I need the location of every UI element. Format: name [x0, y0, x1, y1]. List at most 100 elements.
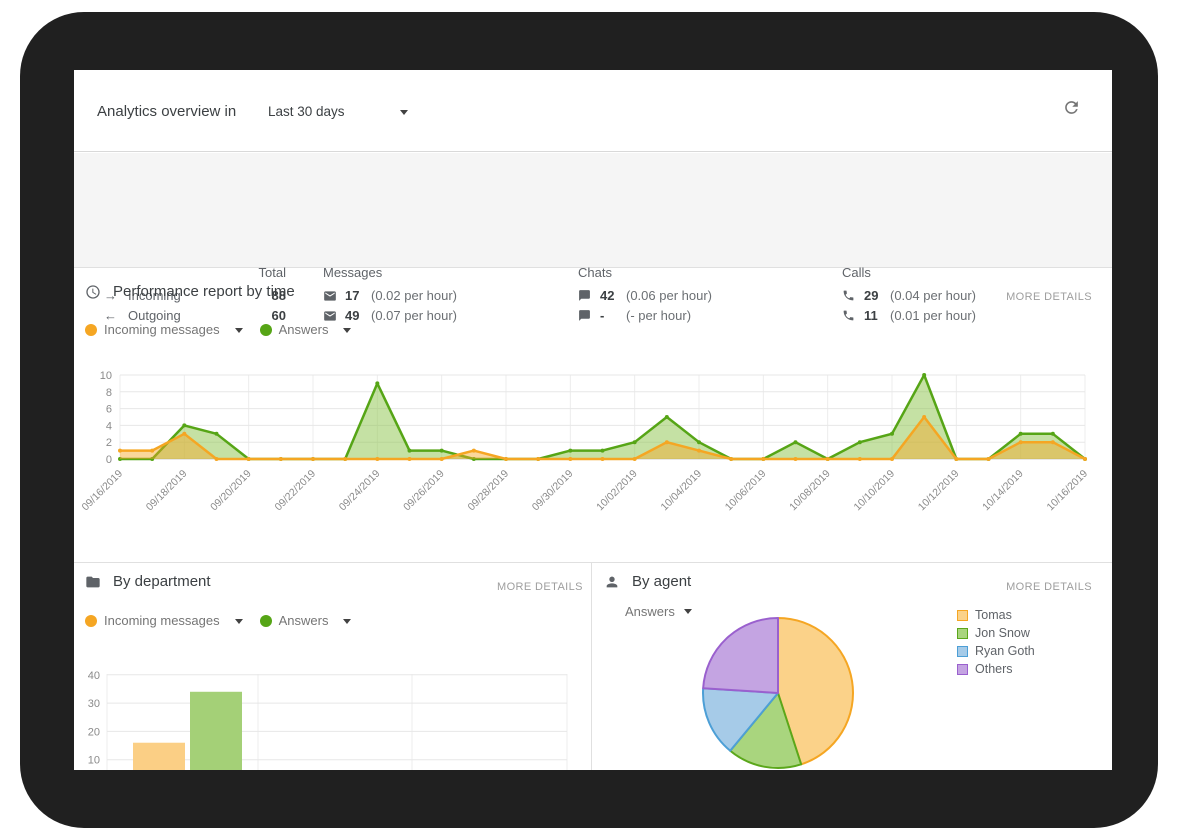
performance-more-details-link[interactable]: MORE DETAILS: [1006, 291, 1092, 303]
refresh-icon: [1065, 101, 1078, 114]
phone-icon: [842, 309, 856, 323]
tomas-swatch: [957, 609, 968, 621]
section-title-department: By department: [113, 573, 211, 590]
department-section-header: By department: [85, 573, 211, 590]
total-value: 60: [271, 308, 286, 323]
total-value: 88: [271, 288, 286, 303]
messages-rate: (0.07 per hour): [371, 308, 457, 323]
legend-label: Tomas: [975, 608, 1012, 622]
svg-text:09/16/2019: 09/16/2019: [79, 468, 125, 514]
svg-text:10/06/2019: 10/06/2019: [723, 468, 769, 514]
chats-rate: (- per hour): [626, 308, 692, 323]
svg-text:10: 10: [100, 370, 112, 382]
calls-value: 11: [864, 308, 878, 323]
app-header: Analytics overview in Last 30 days: [74, 70, 1112, 152]
calls-rate: (0.01 per hour): [890, 308, 976, 323]
chat-bubble-icon: [578, 289, 592, 303]
legend-label: Others: [975, 662, 1013, 676]
analytics-window: Analytics overview in Last 30 days Total…: [74, 70, 1112, 770]
phone-icon: [842, 289, 856, 303]
answers-series-dropdown[interactable]: [343, 328, 352, 333]
person-icon: [604, 574, 620, 590]
svg-text:8: 8: [106, 387, 112, 399]
legend-label: Ryan Goth: [975, 644, 1035, 658]
legend-item-others: Others: [957, 660, 1035, 678]
chevron-down-icon: [400, 110, 408, 115]
department-more-details-link[interactable]: MORE DETAILS: [497, 581, 583, 593]
svg-text:10/12/2019: 10/12/2019: [916, 468, 962, 514]
arrow-right-icon: →: [104, 288, 117, 303]
envelope-icon: [323, 289, 337, 303]
chats-value: -: [600, 308, 605, 323]
col-header-messages: Messages: [323, 265, 383, 280]
answers-dot: [259, 614, 272, 627]
agent-metric-value: Answers: [625, 604, 675, 619]
chat-bubble-icon: [578, 309, 592, 323]
col-header-calls: Calls: [842, 265, 871, 280]
jon-snow-swatch: [957, 627, 968, 639]
svg-text:4: 4: [106, 420, 112, 432]
svg-text:40: 40: [88, 670, 100, 682]
svg-text:09/20/2019: 09/20/2019: [208, 468, 254, 514]
svg-text:10/02/2019: 10/02/2019: [594, 468, 640, 514]
legend-label: Jon Snow: [975, 626, 1030, 640]
messages-value: 49: [345, 308, 360, 323]
agent-more-details-link[interactable]: MORE DETAILS: [1006, 581, 1092, 593]
svg-text:0: 0: [106, 454, 112, 466]
clock-icon: [85, 284, 101, 300]
legend-label-incoming: Incoming messages: [104, 322, 220, 337]
legend-label-answers: Answers: [278, 613, 329, 628]
svg-text:09/30/2019: 09/30/2019: [530, 468, 576, 514]
agent-metric-dropdown[interactable]: Answers: [625, 604, 692, 619]
summary-stats: Total Messages Chats Calls → Incoming 88…: [74, 153, 1112, 323]
envelope-icon: [323, 309, 337, 323]
agent-pie-chart: [702, 617, 854, 769]
incoming-series-dropdown[interactable]: [234, 328, 243, 333]
date-range-value: Last 30 days: [268, 104, 345, 119]
svg-text:20: 20: [88, 726, 100, 738]
section-title-agent: By agent: [632, 573, 692, 590]
svg-text:09/22/2019: 09/22/2019: [272, 468, 318, 514]
department-bar-chart: 10 20 30 40: [88, 670, 568, 770]
svg-text:09/18/2019: 09/18/2019: [144, 468, 190, 514]
chevron-down-icon: [683, 609, 692, 614]
svg-text:09/28/2019: 09/28/2019: [465, 468, 511, 514]
legend-item-tomas: Tomas: [957, 606, 1035, 624]
performance-time-chart: 09/16/2019 09/18/2019 09/20/2019 09/22/2019…: [79, 370, 1090, 514]
messages-rate: (0.02 per hour): [371, 288, 457, 303]
incoming-messages-dot: [85, 323, 97, 336]
messages-value: 17: [345, 288, 360, 303]
legend-item-jon-snow: Jon Snow: [957, 624, 1035, 642]
svg-text:10/16/2019: 10/16/2019: [1044, 468, 1090, 514]
calls-value: 29: [864, 288, 879, 303]
agent-pie-legend: Tomas Jon Snow Ryan Goth Others: [957, 606, 1035, 678]
date-range-dropdown[interactable]: Last 30 days: [268, 103, 418, 123]
stats-row-outgoing: ← Outgoing 60 49 (0.07 per hour) - (- pe…: [74, 308, 1112, 328]
row-label: Outgoing: [128, 308, 181, 323]
performance-section-header: Performance report by time: [85, 283, 295, 300]
col-header-chats: Chats: [578, 265, 612, 280]
incoming-messages-dot: [85, 614, 97, 627]
svg-text:10/10/2019: 10/10/2019: [851, 468, 897, 514]
performance-legend: Incoming messages Answers: [85, 322, 361, 337]
svg-text:10/08/2019: 10/08/2019: [787, 468, 833, 514]
answers-dot: [259, 323, 272, 336]
answers-series-dropdown[interactable]: [343, 619, 352, 624]
svg-text:2: 2: [106, 437, 112, 449]
chats-rate: (0.06 per hour): [626, 288, 712, 303]
svg-text:09/24/2019: 09/24/2019: [337, 468, 383, 514]
others-swatch: [957, 663, 968, 675]
refresh-button[interactable]: [1062, 98, 1084, 120]
section-divider: [74, 562, 1112, 563]
stats-row-incoming: → Incoming 88 17 (0.02 per hour) 42 (0.0…: [74, 288, 1112, 308]
section-title-performance: Performance report by time: [113, 283, 295, 300]
arrow-left-icon: ←: [104, 308, 117, 323]
panel-divider: [591, 563, 592, 770]
col-header-total: Total: [258, 265, 286, 280]
svg-text:10/04/2019: 10/04/2019: [658, 468, 704, 514]
agent-section-header: By agent: [604, 573, 691, 590]
calls-rate: (0.04 per hour): [890, 288, 976, 303]
legend-label-answers: Answers: [278, 322, 329, 337]
incoming-series-dropdown[interactable]: [234, 619, 243, 624]
